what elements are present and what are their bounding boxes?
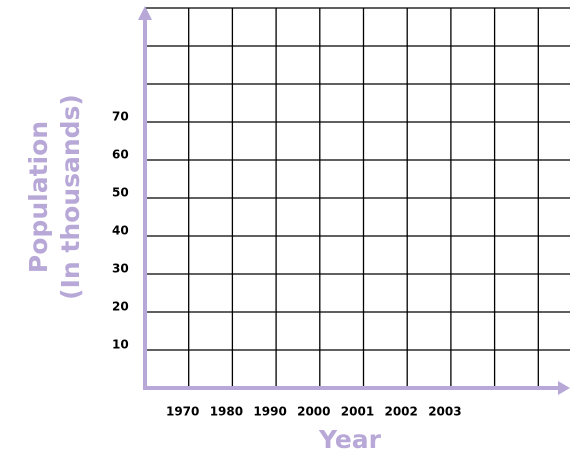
x-tick-label: 1990 (253, 405, 286, 419)
y-tick-label: 40 (112, 224, 129, 238)
x-tick-label: 1980 (210, 405, 243, 419)
y-axis-arrow (138, 6, 152, 20)
x-axis-title: Year (318, 425, 382, 454)
y-tick-label: 10 (112, 338, 129, 352)
x-tick-label: 2000 (297, 405, 330, 419)
x-tick-label: 1970 (166, 405, 199, 419)
x-tick-label: 2002 (384, 405, 417, 419)
y-tick-label: 50 (112, 186, 129, 200)
x-axis-arrow (558, 381, 570, 395)
y-tick-label: 20 (112, 300, 129, 314)
y-axis-title: (In thousands) (56, 94, 85, 300)
x-tick-label: 2003 (428, 405, 461, 419)
y-tick-label: 60 (112, 148, 129, 162)
y-axis-title: Population (24, 121, 53, 273)
y-tick-label: 70 (112, 110, 129, 124)
x-tick-label: 2001 (341, 405, 374, 419)
y-tick-label: 30 (112, 262, 129, 276)
